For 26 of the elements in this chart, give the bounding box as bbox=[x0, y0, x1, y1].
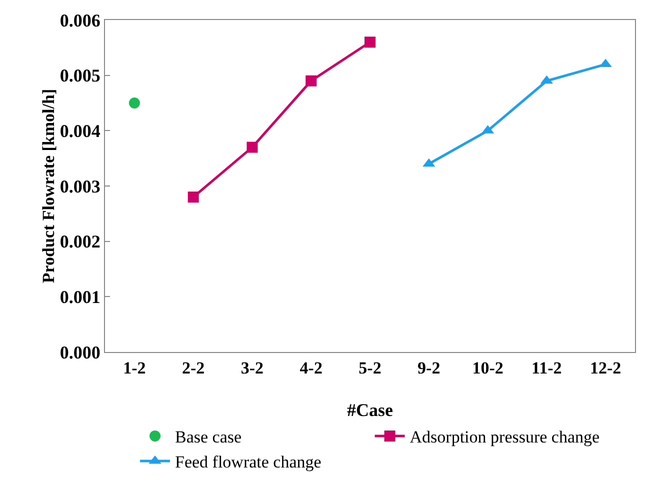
x-tick-label: 11-2 bbox=[532, 358, 562, 378]
legend-label: Feed flowrate change bbox=[175, 452, 322, 472]
x-axis-title: #Case bbox=[347, 400, 394, 420]
legend-label: Adsorption pressure change bbox=[410, 428, 600, 447]
x-tick-label: 4-2 bbox=[300, 358, 322, 378]
y-tick-label: 0.003 bbox=[60, 176, 100, 196]
point bbox=[364, 36, 376, 48]
point bbox=[246, 142, 258, 153]
y-tick-label: 0.000 bbox=[60, 342, 100, 362]
x-tick-label: 3-2 bbox=[240, 358, 264, 378]
y-tick-label: 0.005 bbox=[60, 66, 100, 86]
x-tick-label: 10-2 bbox=[472, 358, 504, 378]
x-tick-label: 2-2 bbox=[182, 358, 205, 378]
y-axis-title: Product Flowrate [kmol/h] bbox=[38, 88, 58, 284]
x-tick-label: 1-2 bbox=[123, 358, 146, 378]
x-tick-label: 5-2 bbox=[358, 358, 382, 378]
point bbox=[128, 98, 140, 108]
y-tick-label: 0.004 bbox=[60, 120, 100, 141]
point bbox=[188, 192, 199, 203]
y-tick-label: 0.002 bbox=[60, 232, 100, 252]
point bbox=[306, 75, 317, 86]
x-tick-label: 9-2 bbox=[418, 358, 440, 378]
y-tick-label: 0.001 bbox=[60, 286, 100, 307]
legend-label: Base case bbox=[175, 428, 242, 447]
y-tick-label: 0.006 bbox=[60, 10, 100, 30]
x-tick-label: 12-2 bbox=[590, 358, 622, 378]
